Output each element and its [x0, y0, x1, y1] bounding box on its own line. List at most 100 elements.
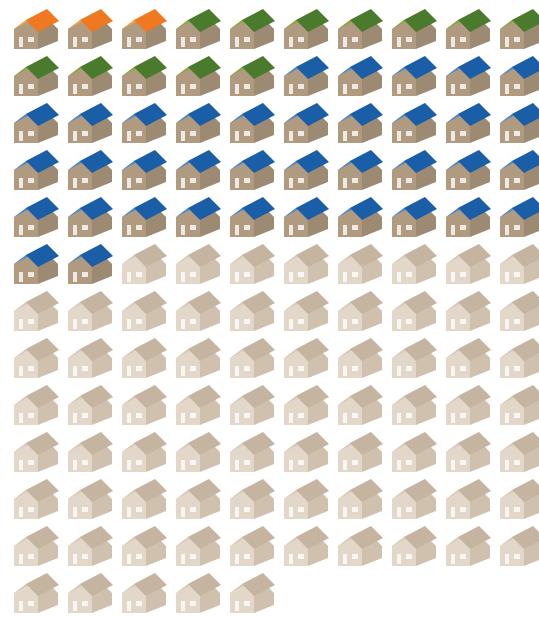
house-icon-green: [500, 9, 539, 49]
house-icon-blue: [284, 103, 329, 143]
house-icon-green: [230, 56, 275, 96]
house-icon-neutral: [338, 526, 383, 566]
house-icon-neutral: [122, 291, 167, 331]
house-icon-neutral: [176, 291, 221, 331]
house-icon-blue: [122, 103, 167, 143]
house-icon-blue: [500, 56, 539, 96]
house-icon-neutral: [446, 385, 491, 425]
house-icon-neutral: [500, 291, 539, 331]
house-icon-blue: [446, 150, 491, 190]
house-icon-neutral: [284, 244, 329, 284]
house-icon-neutral: [500, 526, 539, 566]
house-icon-orange: [14, 9, 59, 49]
house-icon-neutral: [284, 291, 329, 331]
house-icon-green: [446, 9, 491, 49]
house-icon-neutral: [446, 244, 491, 284]
house-icon-neutral: [122, 432, 167, 472]
house-icon-neutral: [176, 338, 221, 378]
house-icon-neutral: [446, 291, 491, 331]
house-icon-neutral: [284, 479, 329, 519]
house-icon-neutral: [14, 338, 59, 378]
house-icon-neutral: [338, 291, 383, 331]
house-icon-neutral: [68, 338, 113, 378]
house-icon-neutral: [500, 479, 539, 519]
house-icon-neutral: [230, 244, 275, 284]
house-icon-blue: [176, 197, 221, 237]
house-icon-neutral: [338, 432, 383, 472]
house-icon-green: [338, 9, 383, 49]
house-icon-neutral: [230, 385, 275, 425]
house-icon-neutral: [446, 526, 491, 566]
house-icon-blue: [500, 103, 539, 143]
house-icon-neutral: [284, 432, 329, 472]
house-icon-blue: [446, 197, 491, 237]
house-icon-blue: [500, 150, 539, 190]
house-icon-neutral: [392, 291, 437, 331]
house-icon-neutral: [122, 573, 167, 613]
house-icon-neutral: [392, 338, 437, 378]
house-icon-blue: [338, 197, 383, 237]
house-icon-neutral: [392, 479, 437, 519]
house-icon-green: [122, 56, 167, 96]
house-icon-blue: [392, 56, 437, 96]
house-icon-blue: [338, 103, 383, 143]
house-icon-blue: [446, 56, 491, 96]
house-icon-neutral: [14, 432, 59, 472]
house-icon-blue: [230, 197, 275, 237]
house-icon-neutral: [14, 526, 59, 566]
house-icon-neutral: [392, 432, 437, 472]
house-icon-neutral: [500, 432, 539, 472]
house-icon-blue: [14, 244, 59, 284]
house-icon-blue: [176, 150, 221, 190]
house-icon-neutral: [230, 291, 275, 331]
house-icon-blue: [284, 197, 329, 237]
house-icon-neutral: [68, 385, 113, 425]
house-icon-blue: [176, 103, 221, 143]
house-icon-blue: [68, 244, 113, 284]
house-icon-neutral: [500, 338, 539, 378]
house-icon-neutral: [68, 526, 113, 566]
house-icon-neutral: [392, 526, 437, 566]
house-icon-neutral: [446, 338, 491, 378]
house-icon-neutral: [500, 385, 539, 425]
house-icon-orange: [122, 9, 167, 49]
house-icon-blue: [122, 197, 167, 237]
house-icon-blue: [500, 197, 539, 237]
house-icon-green: [176, 9, 221, 49]
house-icon-neutral: [122, 479, 167, 519]
house-icon-neutral: [446, 479, 491, 519]
house-icon-neutral: [14, 479, 59, 519]
house-icon-neutral: [176, 244, 221, 284]
house-icon-blue: [392, 197, 437, 237]
house-icon-neutral: [230, 479, 275, 519]
house-icon-neutral: [176, 526, 221, 566]
house-icon-neutral: [122, 385, 167, 425]
house-icon-neutral: [176, 385, 221, 425]
house-icon-neutral: [68, 291, 113, 331]
house-icon-green: [14, 56, 59, 96]
house-icon-neutral: [230, 526, 275, 566]
house-icon-neutral: [284, 526, 329, 566]
house-icon-neutral: [446, 432, 491, 472]
house-icon-neutral: [122, 244, 167, 284]
house-icon-blue: [14, 103, 59, 143]
house-icon-blue: [122, 150, 167, 190]
house-icon-neutral: [176, 479, 221, 519]
house-icon-blue: [68, 197, 113, 237]
house-icon-neutral: [230, 573, 275, 613]
house-icon-blue: [338, 56, 383, 96]
house-icon-neutral: [14, 573, 59, 613]
house-icon-blue: [446, 103, 491, 143]
house-icon-neutral: [284, 338, 329, 378]
house-icon-blue: [338, 150, 383, 190]
house-icon-blue: [230, 150, 275, 190]
house-icon-green: [284, 9, 329, 49]
house-icon-neutral: [122, 526, 167, 566]
house-icon-blue: [284, 56, 329, 96]
house-icon-neutral: [14, 291, 59, 331]
house-icon-neutral: [338, 385, 383, 425]
house-icon-green: [176, 56, 221, 96]
house-icon-blue: [68, 103, 113, 143]
house-icon-neutral: [338, 338, 383, 378]
